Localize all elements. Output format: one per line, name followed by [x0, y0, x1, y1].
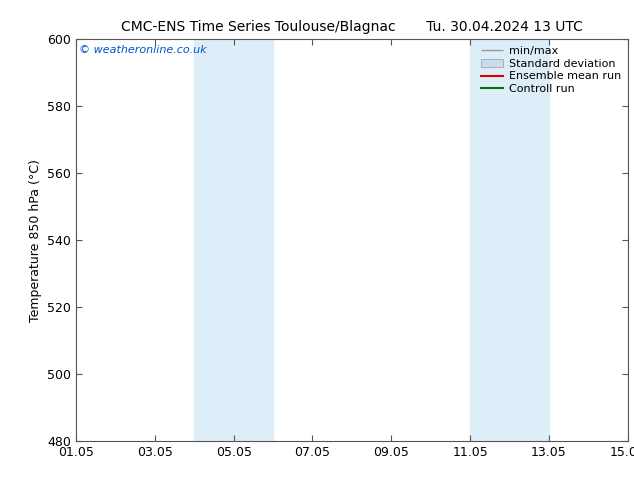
- Title: CMC-ENS Time Series Toulouse/Blagnac       Tu. 30.04.2024 13 UTC: CMC-ENS Time Series Toulouse/Blagnac Tu.…: [121, 20, 583, 34]
- Bar: [194, 39, 273, 441]
- Bar: [470, 39, 549, 441]
- Text: © weatheronline.co.uk: © weatheronline.co.uk: [79, 45, 207, 55]
- Legend: min/max, Standard deviation, Ensemble mean run, Controll run: min/max, Standard deviation, Ensemble me…: [477, 43, 624, 98]
- Y-axis label: Temperature 850 hPa (°C): Temperature 850 hPa (°C): [29, 159, 42, 321]
